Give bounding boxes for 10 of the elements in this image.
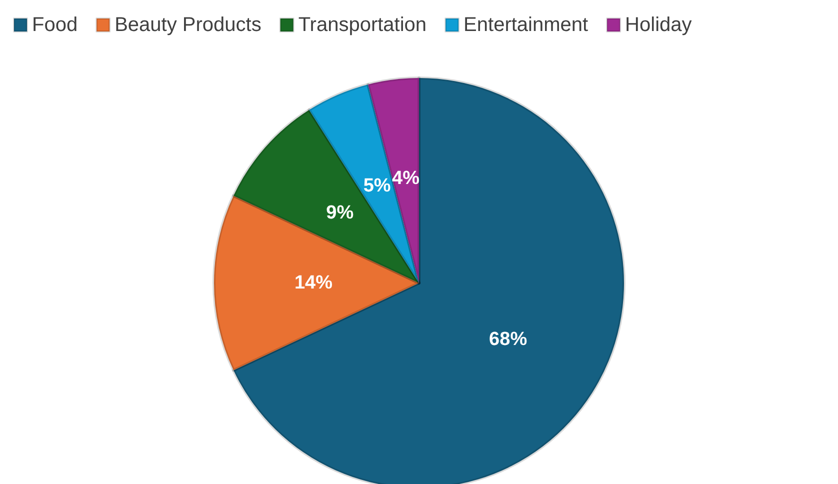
legend-label: Food bbox=[32, 14, 78, 36]
data-label: 4% bbox=[392, 168, 420, 189]
data-label: 5% bbox=[363, 176, 391, 197]
legend-label: Holiday bbox=[625, 14, 692, 36]
legend-label: Beauty Products bbox=[114, 14, 262, 36]
data-label: 14% bbox=[294, 272, 333, 294]
data-label: 9% bbox=[326, 202, 354, 224]
legend-label: Entertainment bbox=[464, 14, 588, 36]
legend-label: Transportation bbox=[298, 14, 427, 36]
data-label: 68% bbox=[489, 329, 528, 350]
